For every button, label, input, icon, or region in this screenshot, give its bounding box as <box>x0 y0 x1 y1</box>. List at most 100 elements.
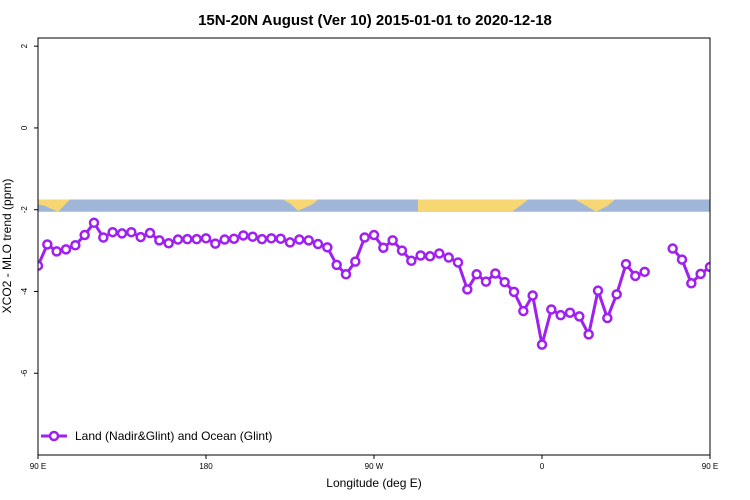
data-point <box>312 238 324 250</box>
data-point <box>256 233 268 245</box>
data-point <box>592 285 604 296</box>
data-point <box>715 240 723 248</box>
land-patch <box>498 200 504 206</box>
data-point <box>60 244 72 255</box>
data-point <box>490 268 501 279</box>
chart-title: 15N-20N August (Ver 10) 2015-01-01 to 20… <box>198 12 552 29</box>
data-point <box>555 309 566 321</box>
land-patch <box>418 199 528 212</box>
series-line <box>38 221 646 347</box>
data-point <box>275 233 286 244</box>
data-point <box>191 233 202 245</box>
data-point <box>247 231 258 242</box>
data-point <box>695 268 706 280</box>
data-point <box>116 228 128 239</box>
y-axis-label: XCO2 - MLO trend (ppm) <box>0 179 14 314</box>
data-point <box>359 232 370 243</box>
x-tick-label: 180 <box>199 462 213 471</box>
data-point <box>630 270 641 282</box>
data-point <box>508 286 520 298</box>
data-point <box>294 234 305 245</box>
data-point <box>686 278 697 289</box>
data-point <box>135 231 146 243</box>
y-tick-label: 0 <box>20 125 29 130</box>
data-point <box>51 246 62 257</box>
data-point <box>574 311 585 322</box>
data-point <box>79 229 90 241</box>
x-tick-label: 90 E <box>702 462 718 471</box>
legend: Land (Nadir&Glint) and Ocean (Glint) <box>41 429 272 443</box>
data-point <box>518 305 529 317</box>
data-point <box>154 235 165 246</box>
data-point <box>163 237 174 249</box>
data-point <box>322 242 333 253</box>
land-patch <box>38 199 70 212</box>
data-point <box>583 329 594 340</box>
data-point <box>219 234 230 245</box>
ocean-band <box>38 199 710 212</box>
data-point <box>331 259 342 271</box>
legend-marker <box>48 430 60 442</box>
data-point <box>639 266 650 278</box>
data-point <box>378 242 389 253</box>
land-patch <box>283 199 318 211</box>
data-point <box>611 289 622 300</box>
data-point <box>228 233 240 244</box>
data-point <box>667 243 678 254</box>
data-point <box>172 234 184 245</box>
data-point <box>406 255 417 267</box>
data-point <box>70 240 81 251</box>
data-point <box>182 233 193 245</box>
data-point <box>284 237 296 248</box>
series-line <box>671 247 710 285</box>
data-point <box>734 245 742 253</box>
data-point <box>126 226 137 238</box>
data-point <box>42 239 53 250</box>
data-point <box>620 258 632 270</box>
y-tick-label: 2 <box>20 43 29 48</box>
y-tick-label: -2 <box>20 206 29 214</box>
data-point <box>340 269 352 280</box>
data-point <box>266 233 277 244</box>
data-point <box>303 235 314 246</box>
data-point <box>564 307 576 318</box>
data-point <box>536 339 548 350</box>
land-ocean-band <box>38 199 710 212</box>
data-point <box>415 250 426 261</box>
data-point <box>676 254 688 265</box>
data-point <box>452 257 464 268</box>
data-point <box>527 290 538 301</box>
y-axis: 2 0 -2 -4 -6 <box>20 43 38 377</box>
land-patches <box>38 199 615 212</box>
x-tick-label: 0 <box>540 462 545 471</box>
y-tick-label: -4 <box>20 287 29 295</box>
data-point <box>471 269 482 280</box>
data-point <box>424 251 436 262</box>
data-point <box>144 227 156 239</box>
x-axis-label: Longitude (deg E) <box>326 476 421 490</box>
data-point <box>38 260 44 271</box>
data-point <box>443 252 454 263</box>
data-point <box>200 233 212 244</box>
legend-label: Land (Nadir&Glint) and Ocean (Glint) <box>75 429 272 443</box>
x-axis: 90 E 180 90 W 0 90 E <box>30 455 718 471</box>
data-point <box>238 230 249 241</box>
y-tick-label: -6 <box>20 369 29 377</box>
land-patch <box>575 199 615 212</box>
data-point <box>396 245 408 256</box>
data-point <box>350 256 361 267</box>
data-point <box>704 261 710 273</box>
data-point <box>462 284 473 295</box>
data-point <box>98 232 109 243</box>
data-point <box>546 304 557 315</box>
data-point <box>480 276 492 287</box>
data-point <box>434 248 445 259</box>
data-point <box>743 241 750 249</box>
data-point <box>88 217 100 229</box>
x-tick-label: 90 W <box>365 462 384 471</box>
data-point <box>499 276 510 288</box>
plot-frame <box>37 37 711 456</box>
data-point <box>368 229 380 241</box>
data-point <box>725 248 733 256</box>
